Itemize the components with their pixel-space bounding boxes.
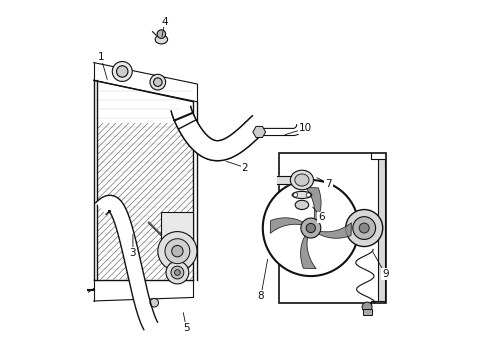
Polygon shape	[257, 125, 304, 135]
Circle shape	[166, 261, 189, 284]
Circle shape	[153, 78, 162, 86]
Polygon shape	[277, 176, 291, 184]
Text: 9: 9	[382, 269, 389, 279]
Text: 1: 1	[98, 52, 104, 62]
Circle shape	[157, 30, 166, 39]
Text: 7: 7	[325, 179, 332, 189]
Text: 6: 6	[318, 212, 325, 222]
Circle shape	[301, 218, 321, 238]
Circle shape	[150, 298, 159, 307]
Text: 8: 8	[258, 291, 264, 301]
Bar	[363, 309, 372, 315]
Circle shape	[174, 270, 180, 275]
Polygon shape	[270, 218, 305, 233]
Polygon shape	[172, 107, 266, 161]
Circle shape	[294, 193, 297, 197]
Text: 4: 4	[162, 17, 168, 27]
Text: 10: 10	[299, 123, 312, 134]
Circle shape	[172, 246, 183, 257]
Circle shape	[362, 302, 372, 312]
Circle shape	[306, 193, 311, 197]
Polygon shape	[300, 234, 316, 269]
Circle shape	[165, 239, 190, 264]
Circle shape	[306, 224, 316, 233]
Ellipse shape	[295, 200, 309, 210]
Circle shape	[112, 62, 132, 81]
Ellipse shape	[155, 35, 168, 44]
Circle shape	[171, 266, 184, 279]
Bar	[161, 212, 194, 248]
Ellipse shape	[295, 174, 309, 186]
Ellipse shape	[291, 170, 314, 190]
Text: 5: 5	[183, 323, 190, 333]
Polygon shape	[317, 223, 351, 238]
Text: 2: 2	[242, 163, 248, 172]
Bar	[378, 159, 385, 301]
Circle shape	[150, 74, 166, 90]
Circle shape	[158, 231, 197, 271]
Circle shape	[353, 217, 376, 239]
Polygon shape	[305, 188, 321, 222]
Bar	[279, 153, 386, 303]
Circle shape	[346, 210, 383, 247]
Circle shape	[263, 180, 359, 276]
Ellipse shape	[292, 192, 312, 198]
Text: 3: 3	[129, 248, 136, 258]
Polygon shape	[96, 195, 158, 330]
Circle shape	[117, 66, 128, 77]
Circle shape	[359, 223, 369, 233]
